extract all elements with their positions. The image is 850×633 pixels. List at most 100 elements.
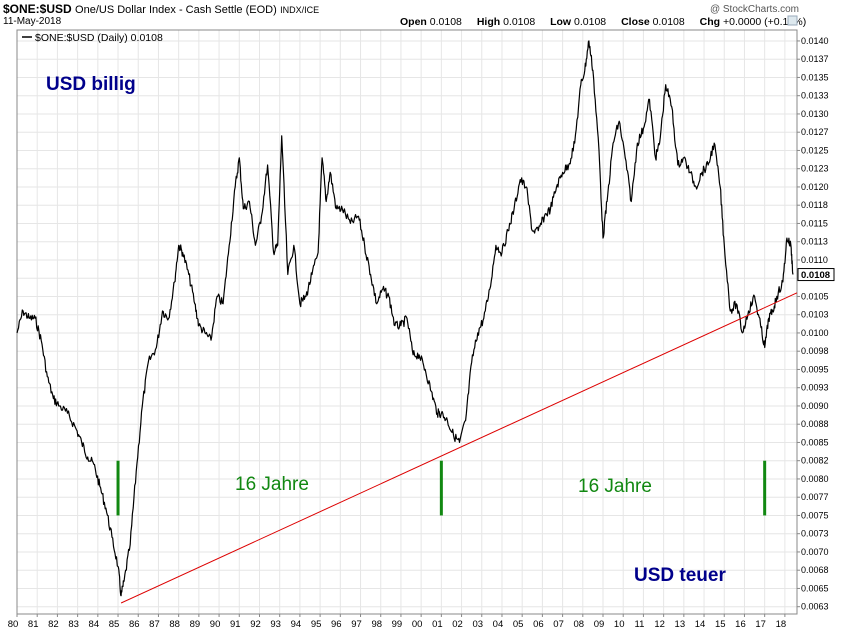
x-tick-label: 91: [230, 619, 241, 630]
low-value: 0.0108: [574, 16, 607, 28]
chart-title-row: $ONE:$USD One/US Dollar Index - Cash Set…: [3, 2, 319, 16]
x-tick-label: 04: [493, 619, 504, 630]
close-label: Close: [621, 16, 650, 28]
trend-line: [120, 292, 798, 604]
y-tick-label: 0.0098: [801, 346, 829, 356]
x-tick-label: 89: [190, 619, 201, 630]
y-tick-label: 0.0120: [801, 182, 829, 192]
annotation-period-2: 16 Jahre: [578, 476, 652, 497]
last-value-label: 0.0108: [801, 270, 830, 281]
price-series-line: [16, 40, 794, 597]
chart-legend: $ONE:$USD (Daily) 0.0108: [22, 32, 163, 44]
y-tick-label: 0.0073: [801, 529, 829, 539]
x-tick-label: 18: [776, 619, 787, 630]
x-tick-label: 97: [351, 619, 362, 630]
high-value: 0.0108: [503, 16, 536, 28]
x-tick-label: 02: [452, 619, 463, 630]
x-tick-label: 01: [432, 619, 443, 630]
y-tick-label: 0.0103: [801, 310, 829, 320]
x-tick-label: 08: [574, 619, 585, 630]
open-value: 0.0108: [429, 16, 462, 28]
y-tick-label: 0.0075: [801, 510, 829, 520]
x-tick-label: 15: [715, 619, 726, 630]
series-layer: [16, 40, 798, 604]
x-tick-label: 81: [28, 619, 39, 630]
y-tick-label: 0.0095: [801, 364, 829, 374]
x-tick-label: 93: [270, 619, 281, 630]
x-tick-label: 10: [614, 619, 625, 630]
x-tick-label: 83: [68, 619, 79, 630]
x-tick-label: 17: [755, 619, 766, 630]
y-tick-label: 0.0125: [801, 145, 829, 155]
x-tick-label: 94: [291, 619, 302, 630]
date-label: 11-May-2018: [3, 16, 62, 27]
x-tick-label: 96: [331, 619, 342, 630]
y-tick-label: 0.0082: [801, 456, 829, 466]
x-tick-label: 87: [149, 619, 160, 630]
y-tick-label: 0.0088: [801, 419, 829, 429]
x-tick-label: 13: [675, 619, 686, 630]
x-tick-label: 80: [8, 619, 19, 630]
y-tick-label: 0.0123: [801, 164, 829, 174]
y-tick-label: 0.0130: [801, 109, 829, 119]
chg-value: +0.0000 (+0.11%): [722, 16, 807, 28]
x-tick-label: 05: [513, 619, 524, 630]
y-tick-label: 0.0100: [801, 328, 829, 338]
x-tick-label: 82: [48, 619, 59, 630]
y-tick-label: 0.0070: [801, 547, 829, 557]
brand-label: @ StockCharts.com: [709, 4, 799, 15]
x-tick-label: 14: [695, 619, 706, 630]
x-tick-label: 98: [371, 619, 382, 630]
y-tick-label: 0.0105: [801, 291, 829, 301]
plot-frame: [16, 29, 798, 615]
annotation-period-1: 16 Jahre: [235, 474, 309, 495]
low-label: Low: [550, 16, 572, 28]
y-tick-label: 0.0090: [801, 401, 829, 411]
high-label: High: [476, 16, 501, 28]
x-tick-label: 09: [594, 619, 605, 630]
y-tick-label: 0.0063: [801, 602, 829, 612]
x-tick-label: 03: [472, 619, 483, 630]
y-tick-label: 0.0110: [801, 255, 828, 265]
legend-entry: $ONE:$USD (Daily) 0.0108: [35, 32, 163, 44]
y-tick-label: 0.0140: [801, 36, 829, 46]
y-tick-label: 0.0080: [801, 474, 829, 484]
marker-layer: [116, 460, 767, 516]
last-value-badge: 0.0108: [797, 268, 835, 282]
annotation-usd-expensive: USD teuer: [634, 565, 726, 586]
close-value: 0.0108: [652, 16, 685, 28]
x-tick-label: 11: [634, 619, 644, 630]
ohlc-readout: Open 0.0108 High 0.0108 Low 0.0108 Close…: [400, 16, 818, 28]
y-axis: 0.0140 0.0137 0.0135 0.0133 0.0130 0.0127 0.01…: [797, 36, 829, 612]
symbol-label: $ONE:$USD: [3, 2, 72, 16]
x-tick-label: 86: [129, 619, 140, 630]
last-value-box: [797, 268, 835, 282]
exchange-label: INDX/ICE: [280, 5, 320, 15]
chart-grid: [16, 30, 797, 614]
x-tick-label: 85: [109, 619, 120, 630]
x-tick-label: 16: [735, 619, 746, 630]
y-tick-label: 0.0118: [801, 200, 828, 210]
y-tick-label: 0.0133: [801, 91, 829, 101]
y-tick-label: 0.0115: [801, 218, 828, 228]
open-label: Open: [400, 16, 427, 28]
y-tick-label: 0.0113: [801, 237, 828, 247]
y-tick-label: 0.0093: [801, 383, 829, 393]
x-tick-label: 06: [533, 619, 544, 630]
x-tick-label: 12: [654, 619, 665, 630]
y-tick-label: 0.0085: [801, 437, 829, 447]
y-tick-label: 0.0137: [801, 54, 829, 64]
x-tick-label: 92: [250, 619, 261, 630]
annotation-usd-cheap: USD billig: [46, 74, 136, 95]
index-name: One/US Dollar Index - Cash Settle (EOD): [75, 4, 277, 16]
x-tick-label: 00: [412, 619, 423, 630]
x-tick-label: 84: [89, 619, 100, 630]
y-tick-label: 0.0135: [801, 72, 829, 82]
x-tick-label: 07: [553, 619, 564, 630]
collapse-icon[interactable]: [787, 15, 798, 26]
y-tick-label: 0.0068: [801, 565, 829, 575]
x-tick-label: 99: [392, 619, 403, 630]
x-axis: 80 81 82 83 84 85 86 87 88 89 90 91 92 93 94 95 96 97 98 99…: [8, 614, 786, 630]
x-tick-label: 95: [311, 619, 322, 630]
